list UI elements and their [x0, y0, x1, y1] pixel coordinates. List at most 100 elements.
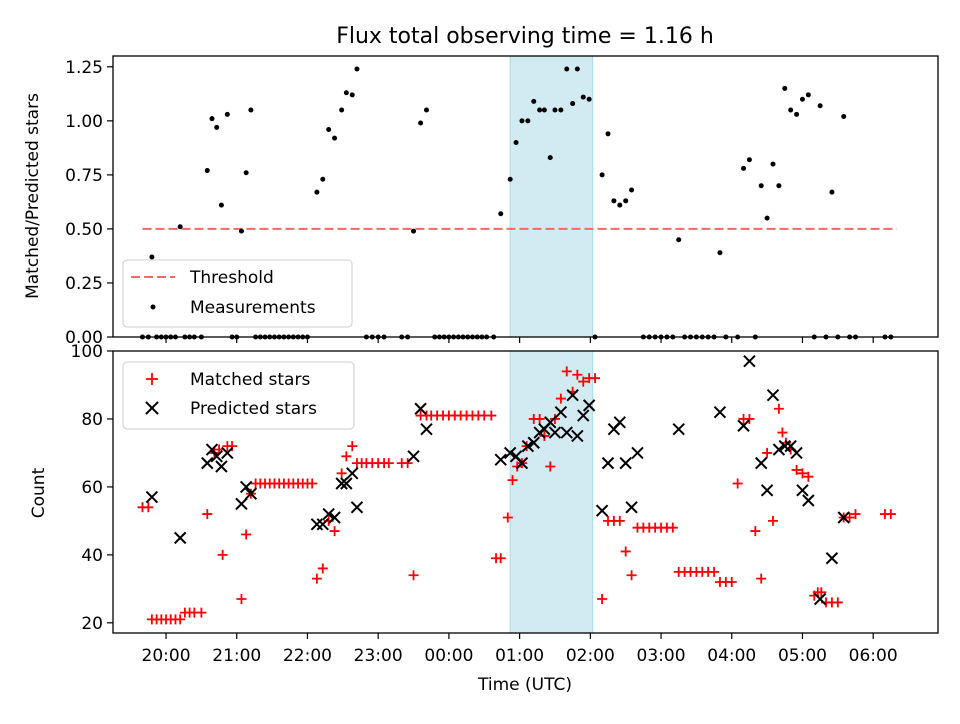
predicted-star-point	[737, 419, 750, 432]
predicted-star-point	[577, 409, 590, 422]
measurement-point	[580, 94, 586, 100]
matched-star-point	[507, 475, 518, 486]
measurement-point	[339, 107, 345, 113]
measurement-point	[758, 183, 764, 189]
measurement-point	[537, 107, 543, 113]
measurement-point	[343, 90, 349, 96]
matched-star-point	[844, 512, 855, 523]
predicted-star-point	[601, 456, 615, 470]
predicted-star-point	[201, 456, 214, 470]
predicted-star-point	[340, 477, 353, 490]
predicted-star-point	[672, 422, 685, 436]
measurement-point	[623, 198, 629, 204]
measurement-point	[354, 66, 360, 72]
top-ytick-label: 0.75	[65, 166, 103, 186]
matched-star-point	[561, 366, 572, 377]
predicted-star-point	[837, 511, 850, 524]
matched-star-point	[768, 515, 778, 526]
measurement-point	[214, 124, 220, 130]
matched-star-point	[590, 373, 601, 384]
matched-star-point	[744, 413, 755, 424]
matched-star-point	[816, 587, 827, 598]
predicted-star-point	[554, 405, 568, 419]
matched-star-point	[750, 526, 761, 537]
predicted-star-point	[239, 480, 253, 494]
predicted-star-point	[544, 416, 557, 429]
predicted-star-point	[420, 422, 433, 436]
measurement-point	[605, 131, 611, 137]
predicted-star-point	[407, 450, 420, 463]
measurement-point	[770, 161, 776, 167]
matched-star-point	[236, 594, 247, 605]
matched-star-point	[347, 441, 358, 452]
measurement-point	[248, 107, 254, 113]
predicted-star-point	[582, 399, 596, 412]
predicted-star-point	[521, 439, 535, 453]
matched-star-point	[408, 570, 419, 581]
predicted-star-point	[802, 494, 815, 507]
top-highlight-span	[509, 55, 594, 338]
measurement-point	[558, 107, 564, 113]
predicted-star-point	[790, 446, 803, 460]
measurement-point	[841, 114, 847, 120]
measurement-point	[498, 211, 504, 217]
measurement-point	[741, 165, 747, 171]
matched-star-point	[777, 427, 788, 438]
measurement-point	[209, 116, 215, 122]
xtick-label: 05:00	[778, 646, 827, 666]
legend-measurements-label: Measurements	[190, 298, 316, 318]
matched-star-point	[709, 566, 720, 577]
measurement-point	[411, 228, 417, 234]
top-ytick-label: 1.25	[65, 58, 103, 78]
predicted-star-point	[173, 531, 187, 545]
predicted-star-point	[414, 402, 427, 415]
top-axes-frame	[112, 55, 939, 338]
matched-star-point	[620, 546, 631, 557]
matched-star-point	[555, 393, 566, 404]
measurement-point	[799, 96, 805, 102]
predicted-star-point	[571, 429, 584, 443]
matched-star-point	[850, 509, 861, 520]
predicted-star-point	[778, 439, 791, 453]
measurement-point	[326, 126, 332, 132]
xtick-label: 01:00	[495, 646, 544, 666]
matched-star-point	[762, 447, 773, 458]
top-ytick-label: 0.50	[65, 220, 103, 240]
measurement-point	[204, 168, 210, 174]
measurement-point	[805, 92, 811, 98]
measurement-point	[531, 98, 537, 104]
measurement-point	[574, 66, 580, 72]
measurement-point	[676, 237, 682, 243]
measurement-point	[349, 92, 355, 98]
matched-star-point	[502, 512, 513, 523]
measurement-point	[617, 202, 623, 208]
legend-matched-label: Matched stars	[190, 370, 310, 390]
predicted-star-point	[825, 552, 839, 565]
bottom-x-axis: 20:00 21:00 22:00 23:00 00:00 01:00 02:00 03:00…	[142, 633, 898, 666]
top-ytick-label: 0.00	[65, 328, 103, 348]
predicted-star-point	[796, 484, 809, 497]
matched-star-point	[578, 376, 589, 387]
legend-predicted-label: Predicted stars	[190, 399, 317, 419]
measurement-point	[525, 118, 531, 124]
predicted-star-point	[625, 501, 638, 514]
predicted-star-point	[346, 467, 359, 480]
top-y-axis-label: Matched/Predicted stars	[23, 93, 43, 299]
predicted-star-point	[613, 416, 626, 429]
bottom-axes-frame	[112, 350, 939, 634]
measurement-point	[513, 139, 519, 145]
matched-star-point	[545, 461, 556, 472]
measurement-point	[507, 176, 513, 182]
matched-star-point	[202, 509, 213, 520]
xtick-label: 21:00	[212, 646, 261, 666]
predicted-star-point	[235, 497, 248, 511]
bottom-ytick-label: 40	[81, 546, 103, 566]
measurement-point	[320, 176, 326, 182]
predicted-star-point	[631, 446, 644, 460]
measurement-point	[776, 183, 782, 189]
matched-star-point	[756, 573, 767, 584]
count-plot: 20 40 60 80 100 20:00 21:00 22:00 23:00 00:00 01:…	[29, 342, 939, 695]
matched-star-point	[797, 468, 808, 479]
